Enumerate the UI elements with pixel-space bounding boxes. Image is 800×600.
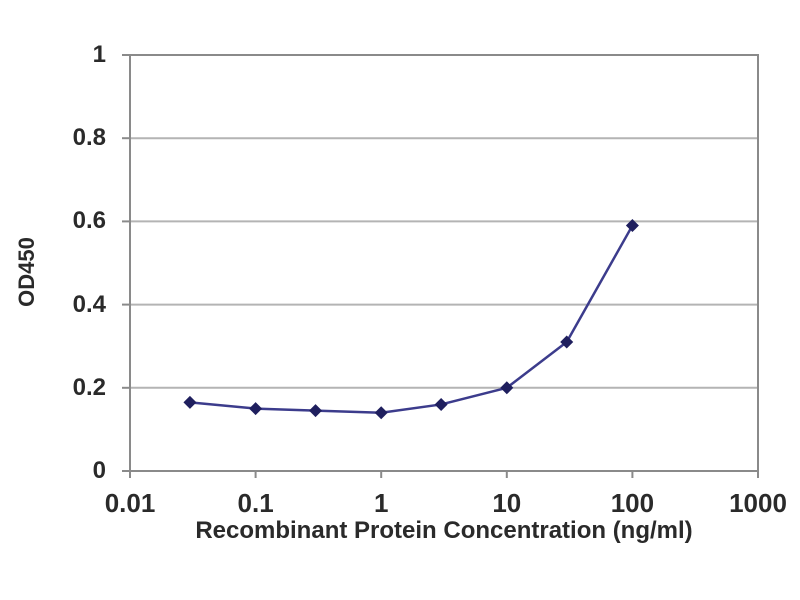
x-tick-label: 1000: [729, 488, 787, 518]
data-point-marker: [183, 395, 197, 409]
y-tick-label: 1: [92, 41, 106, 68]
x-tick-label: 0.01: [104, 488, 156, 518]
data-point-marker: [434, 397, 448, 411]
x-tick-label: 100: [610, 488, 655, 518]
data-point-marker: [249, 402, 263, 416]
data-point-marker: [560, 335, 574, 349]
x-tick-label: 10: [492, 488, 522, 518]
y-tick-label: 0: [92, 457, 106, 484]
x-tick-label: 1: [373, 488, 389, 518]
data-point-marker: [625, 219, 639, 233]
y-tick-label: 0.6: [72, 207, 106, 235]
data-point-marker: [309, 404, 323, 418]
data-point-marker: [374, 406, 388, 420]
data-point-marker: [500, 381, 514, 395]
x-tick-label: 0.1: [237, 488, 274, 518]
y-tick-label: 0.4: [72, 290, 106, 318]
plot-border: [129, 54, 759, 472]
y-tick-label: 0.2: [72, 373, 106, 401]
y-tick-label: 0.8: [72, 124, 106, 152]
series-line: [189, 224, 634, 415]
x-axis-title: Recombinant Protein Concentration (ng/ml…: [195, 517, 693, 544]
